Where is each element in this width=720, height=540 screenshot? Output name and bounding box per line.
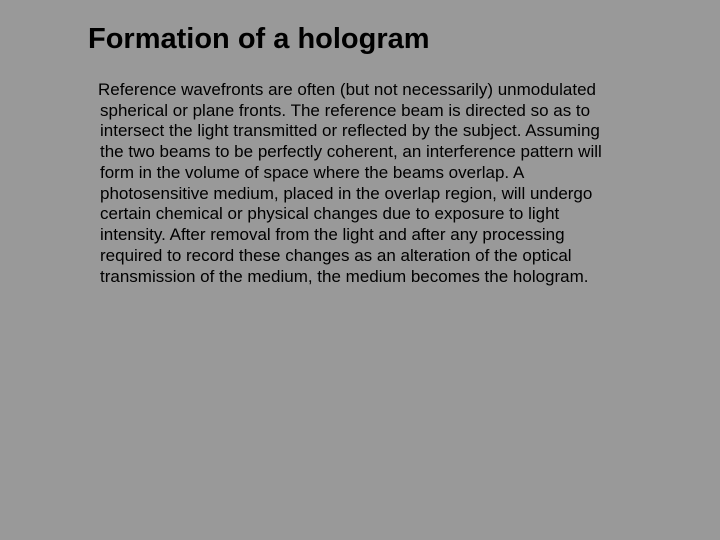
slide-container: Formation of a hologram Reference wavefr… — [0, 0, 720, 540]
slide-title: Formation of a hologram — [88, 22, 430, 57]
slide-body-text: Reference wavefronts are often (but not … — [100, 80, 608, 287]
